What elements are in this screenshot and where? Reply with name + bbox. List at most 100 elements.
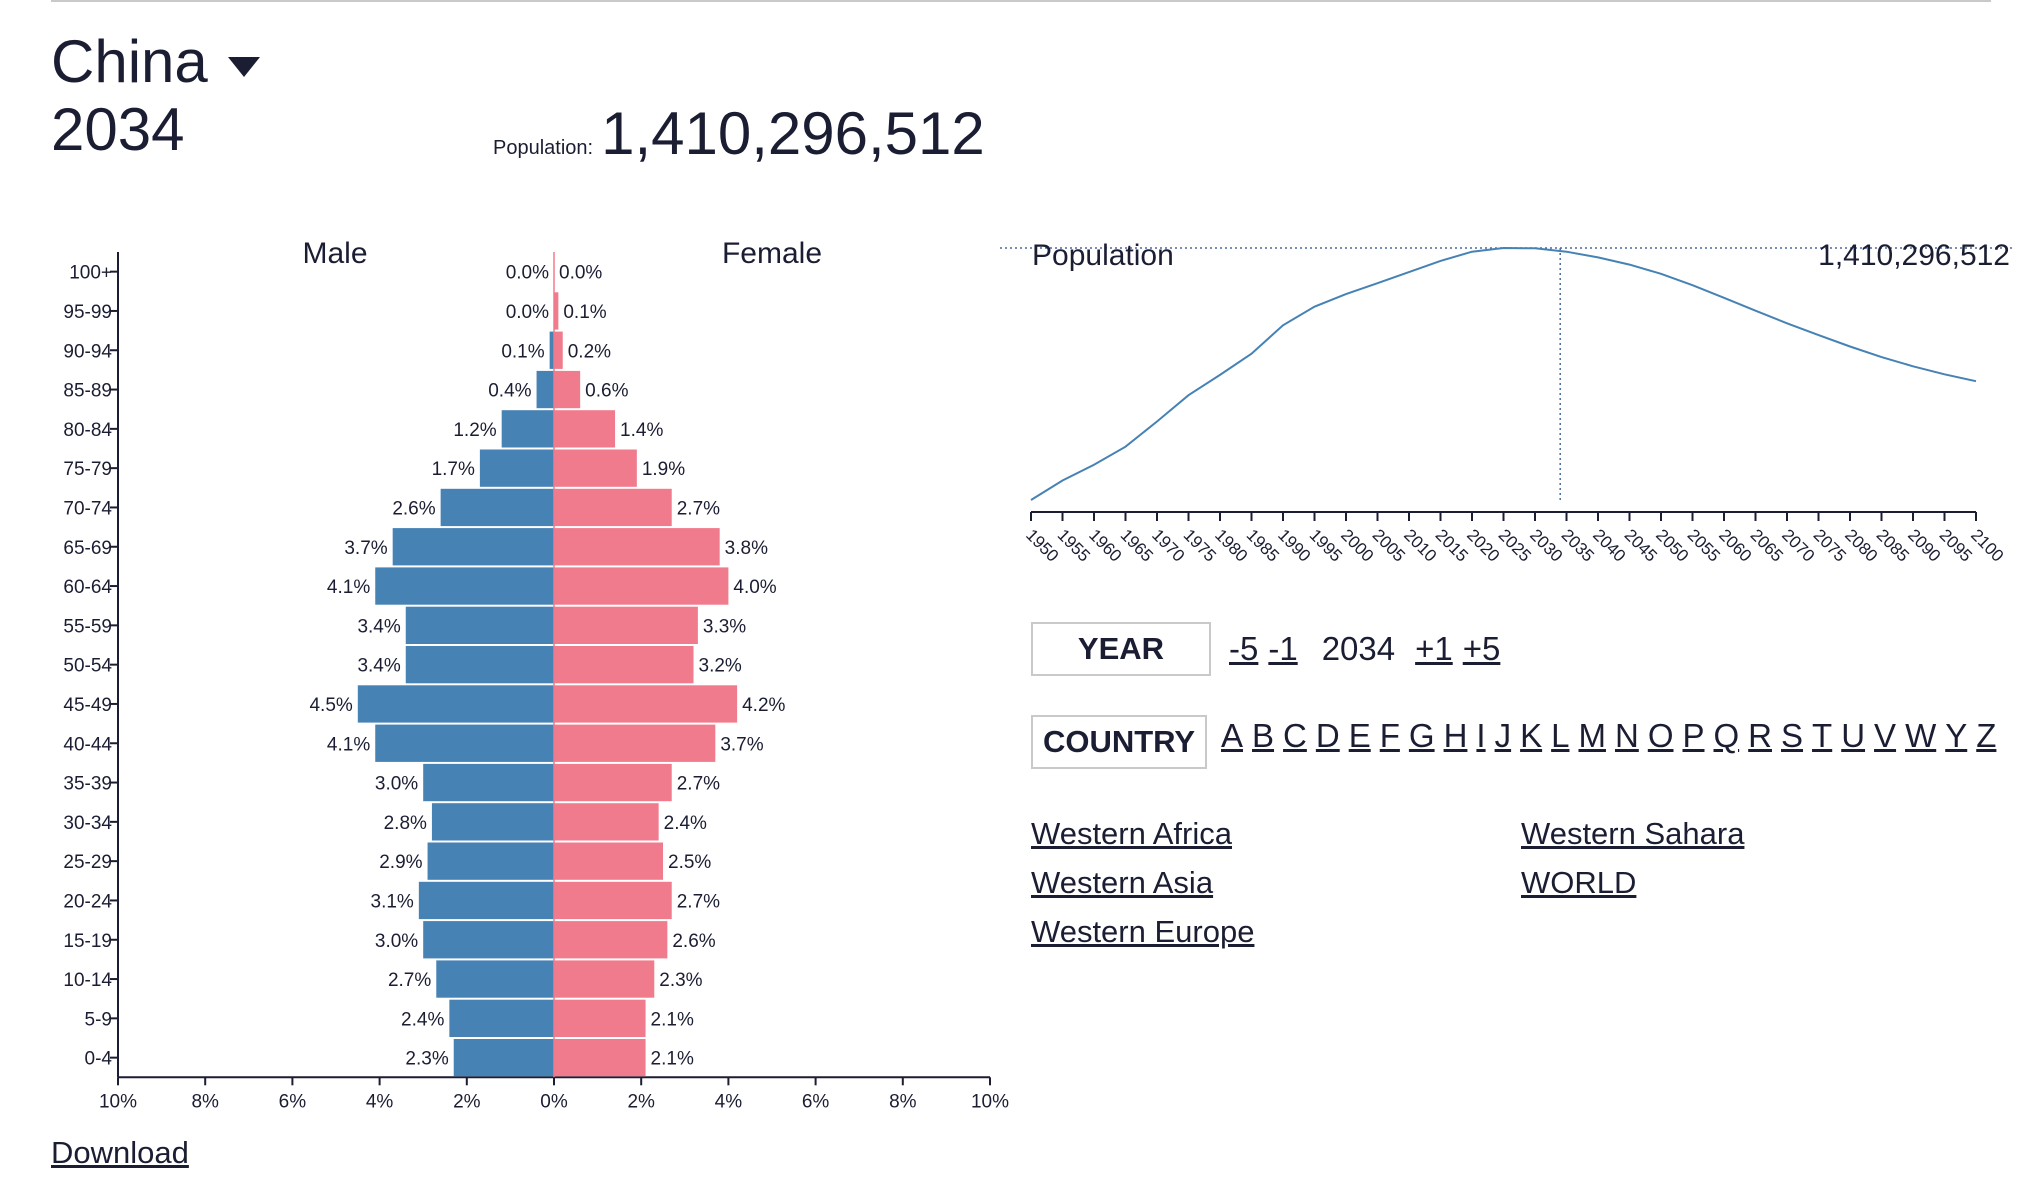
trend-title: Population <box>1032 239 1174 272</box>
letter-link-j[interactable]: J <box>1494 717 1512 754</box>
male-bar <box>375 567 554 605</box>
y-tick-label: 80-84 <box>63 420 112 441</box>
y-tick-label: 35-39 <box>63 774 112 795</box>
female-bar <box>554 331 563 369</box>
male-bar <box>536 370 554 409</box>
female-value-label: 3.3% <box>703 616 746 637</box>
x-tick-label: 10% <box>971 1091 1009 1112</box>
y-tick-label: 10-14 <box>63 970 112 991</box>
letter-link-k[interactable]: K <box>1520 717 1543 754</box>
male-bar <box>405 606 554 644</box>
female-bar <box>554 842 663 880</box>
year-minus-5-link[interactable]: -5 <box>1229 630 1259 667</box>
male-bar <box>423 921 554 959</box>
x-tick-label: 10% <box>99 1091 137 1112</box>
letter-link-v[interactable]: V <box>1874 717 1897 754</box>
female-value-label: 3.8% <box>725 538 768 559</box>
letter-link-h[interactable]: H <box>1443 717 1468 754</box>
letter-link-n[interactable]: N <box>1614 717 1639 754</box>
letter-link-u[interactable]: U <box>1841 717 1866 754</box>
female-value-label: 4.2% <box>742 695 785 716</box>
male-value-label: 3.7% <box>344 538 387 559</box>
region-link-western-sahara[interactable]: Western Sahara <box>1521 816 1745 851</box>
y-tick-label: 0-4 <box>85 1049 113 1070</box>
female-bar <box>554 724 716 762</box>
letter-link-t[interactable]: T <box>1812 717 1833 754</box>
female-value-label: 0.2% <box>568 341 611 362</box>
male-value-label: 0.0% <box>506 302 549 323</box>
population-value: 1,410,296,512 <box>601 100 985 167</box>
year-minus-1-link[interactable]: -1 <box>1268 630 1298 667</box>
female-value-label: 2.3% <box>659 970 702 991</box>
download-link[interactable]: Download <box>51 1135 189 1170</box>
letter-link-r[interactable]: R <box>1748 717 1773 754</box>
female-value-label: 0.0% <box>559 263 602 284</box>
country-selector[interactable]: China <box>51 28 260 96</box>
region-link-western-asia[interactable]: Western Asia <box>1031 865 1214 900</box>
letter-link-s[interactable]: S <box>1781 717 1804 754</box>
y-tick-label: 100+ <box>69 263 112 284</box>
letter-link-a[interactable]: A <box>1221 717 1244 754</box>
female-bar <box>554 921 668 959</box>
trend-x-tick-label: 1980 <box>1211 525 1251 565</box>
male-bar <box>501 410 554 448</box>
trend-x-tick-label: 1970 <box>1148 525 1188 565</box>
trend-x-tick-label: 1950 <box>1022 525 1062 565</box>
female-bar <box>554 370 581 409</box>
female-value-label: 3.2% <box>699 656 742 677</box>
y-tick-label: 60-64 <box>63 577 112 598</box>
letter-link-z[interactable]: Z <box>1976 717 1997 754</box>
male-bar <box>357 685 554 723</box>
letter-link-o[interactable]: O <box>1647 717 1674 754</box>
letter-link-c[interactable]: C <box>1283 717 1307 754</box>
letter-link-b[interactable]: B <box>1252 717 1275 754</box>
letter-link-e[interactable]: E <box>1348 717 1371 754</box>
region-link-western-africa[interactable]: Western Africa <box>1031 816 1233 851</box>
male-bar <box>423 763 554 802</box>
female-bar <box>554 685 738 723</box>
letter-link-p[interactable]: P <box>1682 717 1705 754</box>
x-tick-label: 2% <box>627 1091 655 1112</box>
trend-x-tick-label: 1990 <box>1274 525 1314 565</box>
female-value-label: 0.6% <box>585 381 628 402</box>
letter-link-f[interactable]: F <box>1379 717 1400 754</box>
y-tick-label: 20-24 <box>63 891 112 912</box>
female-value-label: 2.6% <box>672 931 715 952</box>
male-series-label: Male <box>302 237 367 270</box>
male-value-label: 3.4% <box>357 656 400 677</box>
letter-link-d[interactable]: D <box>1315 717 1340 754</box>
letter-link-i[interactable]: I <box>1476 717 1486 754</box>
x-tick-label: 4% <box>715 1091 743 1112</box>
male-bar <box>392 528 554 566</box>
trend-x-tick-label: 2065 <box>1747 525 1787 565</box>
letter-link-y[interactable]: Y <box>1945 717 1968 754</box>
year-button[interactable]: YEAR <box>1031 622 1211 676</box>
trend-x-tick-label: 2015 <box>1432 525 1472 565</box>
top-divider <box>51 0 1991 2</box>
male-bar <box>549 331 554 369</box>
female-value-label: 2.7% <box>677 891 720 912</box>
letter-link-m[interactable]: M <box>1578 717 1606 754</box>
year-plus-1-link[interactable]: +1 <box>1415 630 1453 667</box>
letter-link-q[interactable]: Q <box>1713 717 1740 754</box>
trend-x-tick-label: 1960 <box>1085 525 1125 565</box>
female-value-label: 2.1% <box>651 1009 694 1030</box>
trend-x-tick-label: 2005 <box>1369 525 1409 565</box>
male-value-label: 2.8% <box>384 813 427 834</box>
year-plus-5-link[interactable]: +5 <box>1462 630 1501 667</box>
trend-x-tick-label: 2010 <box>1400 525 1440 565</box>
male-value-label: 2.9% <box>379 852 422 873</box>
country-button[interactable]: COUNTRY <box>1031 715 1207 769</box>
letter-link-l[interactable]: L <box>1551 717 1570 754</box>
caret-down-icon[interactable] <box>227 57 260 77</box>
region-link-world[interactable]: WORLD <box>1521 865 1637 900</box>
trend-x-tick-label: 2020 <box>1463 525 1503 565</box>
letter-link-w[interactable]: W <box>1905 717 1937 754</box>
female-bar <box>554 292 559 330</box>
letter-link-g[interactable]: G <box>1408 717 1435 754</box>
trend-x-tick-label: 2070 <box>1778 525 1818 565</box>
y-tick-label: 65-69 <box>63 538 112 559</box>
country-name[interactable]: China <box>51 28 208 95</box>
trend-x-tick-label: 1965 <box>1117 525 1157 565</box>
region-link-western-europe[interactable]: Western Europe <box>1031 914 1255 949</box>
